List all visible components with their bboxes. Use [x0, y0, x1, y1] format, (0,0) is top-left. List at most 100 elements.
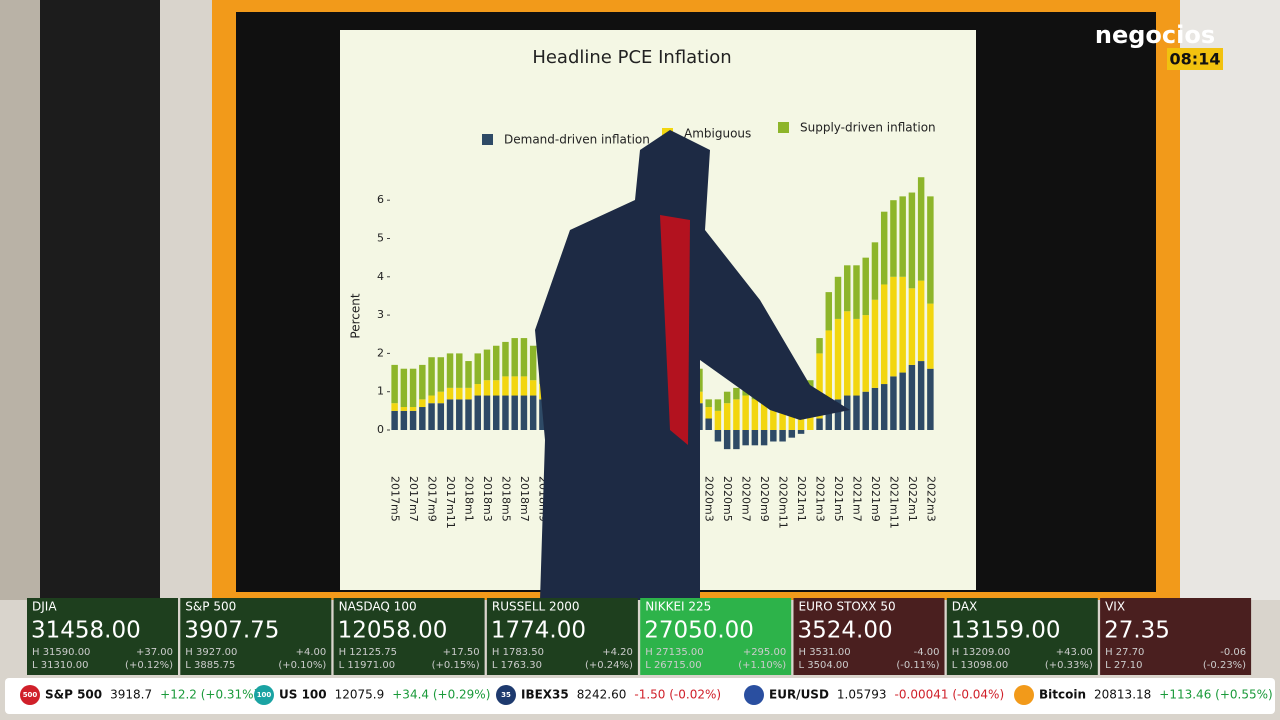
ticker-high: H 3531.00	[799, 647, 851, 658]
y-tick-label: 6	[377, 193, 384, 206]
presenter	[535, 130, 850, 600]
strip-change: -1.50 (-0.02%)	[634, 688, 721, 702]
bar-segment	[511, 395, 518, 430]
ticker-change-pct: (+0.15%)	[432, 660, 480, 671]
bar-segment	[409, 410, 417, 430]
strip-icon	[20, 685, 40, 705]
bar-segment	[908, 192, 916, 289]
strip-change: -0.00041 (-0.04%)	[895, 688, 1005, 702]
legend-label: Supply-driven inflation	[800, 121, 936, 135]
y-tick-label: 2	[377, 346, 384, 359]
ticker-low: L 3504.00	[799, 660, 849, 671]
ticker-change-pct: (+0.10%)	[278, 660, 326, 671]
bar-segment	[862, 391, 869, 430]
ticker-low: L 27.10	[1105, 660, 1142, 671]
bar-segment	[391, 364, 398, 404]
bar-segment	[539, 399, 546, 430]
bar-segment	[871, 387, 879, 430]
bar-segment	[520, 395, 528, 430]
ticker-panel	[640, 598, 792, 675]
ticker-low: L 11971.00	[339, 660, 395, 671]
ticker-change-pct: (-0.23%)	[1203, 660, 1246, 671]
bar-segment	[492, 345, 500, 381]
bar-segment	[844, 395, 851, 430]
ticker-change: -4.00	[914, 647, 940, 658]
strip-change: +113.46 (+0.55%)	[1159, 688, 1272, 702]
bar-segment	[400, 407, 408, 411]
ticker-value: 3524.00	[798, 618, 893, 644]
bar-segment	[742, 430, 749, 446]
ticker-value: 31458.00	[31, 618, 141, 644]
bar-segment	[705, 399, 712, 408]
strip: 500 S&P 500 3918.7 +12.2 (+0.31%)100 US 100 1…	[20, 685, 1273, 705]
ticker-change-pct: (+0.33%)	[1045, 660, 1093, 671]
bar-segment	[529, 345, 537, 381]
bar-segment	[446, 399, 454, 430]
ticker-low: L 3885.75	[185, 660, 235, 671]
bar-segment	[760, 399, 768, 430]
x-tick-label: 2017m7	[407, 476, 420, 522]
bar-segment	[502, 376, 509, 396]
ticker: DJIA 31458.00 H 31590.00 L 31310.00 +37.00 (+…	[27, 598, 1252, 675]
bar-segment	[927, 196, 934, 304]
ticker-name: NIKKEI 225	[645, 600, 711, 614]
strip-value: 8242.60	[577, 688, 627, 702]
bar-segment	[770, 430, 777, 442]
bar-segment	[853, 265, 860, 319]
x-tick-label: 2021m1	[795, 476, 808, 522]
bar-segment	[483, 395, 491, 430]
y-tick-label: 1	[377, 385, 384, 398]
bar-segment	[880, 384, 888, 430]
x-tick-label: 2018m5	[499, 476, 512, 522]
bar-segment	[391, 410, 398, 430]
bar-segment	[474, 384, 481, 396]
ticker-change: +17.50	[443, 647, 480, 658]
presenter-tie	[660, 215, 690, 445]
bar-segment	[908, 288, 916, 365]
bar-segment	[483, 349, 491, 381]
bar-segment	[723, 403, 731, 430]
bar-segment	[474, 353, 481, 385]
x-tick-label: 2021m3	[814, 476, 827, 522]
bar-segment	[437, 391, 445, 404]
bar-segment	[400, 368, 408, 408]
ticker-panel	[333, 598, 485, 675]
bar-segment	[844, 265, 851, 312]
ticker-value: 27050.00	[644, 618, 754, 644]
bar-segment	[465, 399, 472, 430]
ticker-panel	[27, 598, 178, 675]
bar-segment	[705, 418, 712, 430]
strip-change: +12.2 (+0.31%)	[160, 688, 258, 702]
legend-swatch	[778, 122, 789, 133]
clock-box	[1167, 48, 1223, 70]
strip-name: S&P 500	[45, 688, 102, 702]
bar-segment	[409, 407, 417, 411]
bar-segment	[834, 399, 842, 430]
bar-segment	[788, 430, 796, 438]
bar-segment	[844, 311, 851, 396]
bar-segment	[834, 318, 842, 400]
bar-segment	[465, 387, 472, 400]
ticker-change: +37.00	[136, 647, 173, 658]
strip-name: Bitcoin	[1039, 688, 1086, 702]
x-tick-label: 2021m9	[869, 476, 882, 522]
bar-segment	[779, 403, 786, 430]
x-tick-label: 2020m5	[721, 476, 734, 522]
strip-value: 3918.7	[110, 688, 152, 702]
bar-segment	[927, 303, 934, 369]
bar-segment	[502, 341, 509, 377]
strip-icon	[254, 685, 274, 705]
bar-segment	[733, 399, 740, 430]
bar-segment	[816, 338, 823, 354]
ticker-low: L 26715.00	[645, 660, 701, 671]
bar-segment	[483, 380, 491, 396]
bar-segment	[474, 395, 481, 430]
ticker-value: 12058.00	[338, 618, 448, 644]
ticker-change-pct: (+0.12%)	[125, 660, 173, 671]
bar-segment	[853, 318, 860, 396]
ticker-panel	[793, 598, 945, 675]
x-tick-label: 2017m5	[389, 476, 402, 522]
bar-segment	[409, 368, 417, 408]
bar-segment	[428, 395, 435, 404]
ticker-change: +295.00	[743, 647, 786, 658]
